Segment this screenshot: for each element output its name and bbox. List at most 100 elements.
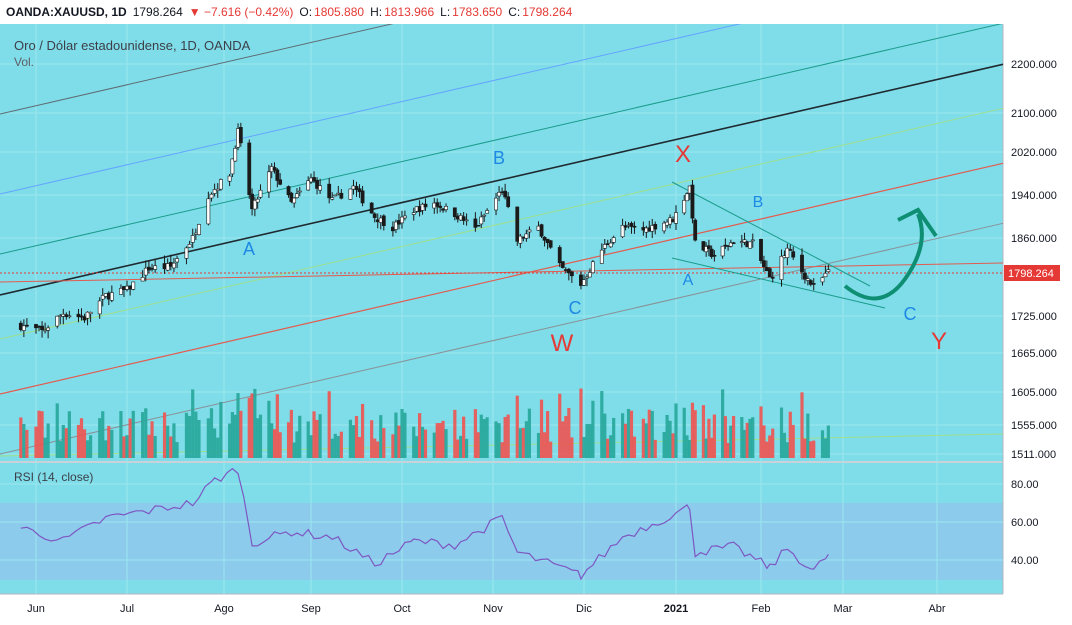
- candle-body: [808, 280, 813, 285]
- candle-body: [791, 251, 796, 258]
- candle-body: [58, 315, 63, 317]
- candle-body: [435, 202, 440, 207]
- candle-body: [318, 185, 323, 191]
- open-value: 1805.880: [314, 5, 365, 19]
- candle-body: [233, 148, 238, 162]
- price-axis[interactable]: [1003, 24, 1072, 594]
- candle-body: [579, 274, 583, 286]
- volume-bar: [397, 425, 401, 458]
- candle-body: [585, 276, 589, 279]
- volume-bar: [98, 418, 102, 458]
- volume-bar: [85, 440, 90, 458]
- candle-body: [629, 222, 634, 227]
- volume-bar: [462, 416, 466, 458]
- volume-bar: [267, 400, 271, 458]
- volume-bar: [435, 423, 439, 458]
- volume-bar: [101, 411, 105, 458]
- candle-body: [315, 179, 319, 189]
- candle-body: [704, 246, 709, 253]
- candles: [18, 122, 831, 339]
- price-tick: 2100.000: [1011, 108, 1057, 120]
- candle-body: [348, 188, 353, 200]
- candle-body: [748, 241, 752, 249]
- volume-bar: [119, 411, 123, 458]
- price-chart[interactable]: Oro / Dólar estadounidense, 1D, OANDA Vo…: [0, 24, 1072, 625]
- time-axis[interactable]: [0, 594, 1072, 625]
- volume-bar: [79, 418, 84, 458]
- volume-bar: [564, 416, 568, 458]
- candle-body: [67, 315, 72, 318]
- candle-body: [476, 224, 481, 227]
- candle-body: [674, 212, 678, 224]
- candle-body: [720, 245, 725, 257]
- volume-bar: [131, 410, 135, 458]
- candle-body: [438, 205, 443, 208]
- volume-bar: [693, 410, 697, 458]
- rsi-tick: 60.00: [1011, 517, 1039, 529]
- volume-bar: [671, 433, 675, 458]
- volume-bar: [521, 427, 525, 458]
- volume-label: Vol.: [14, 55, 34, 69]
- volume-bar: [144, 408, 148, 458]
- price-tick: 2200.000: [1011, 59, 1057, 71]
- volume-bar: [400, 409, 404, 458]
- candle-body: [18, 322, 23, 330]
- channel-line: [0, 24, 1003, 255]
- candle-body: [742, 239, 747, 243]
- time-tick: Nov: [483, 603, 503, 615]
- candle-body: [339, 192, 344, 199]
- candle-body: [411, 212, 416, 215]
- volume-bar: [239, 410, 243, 458]
- volume-bar: [803, 438, 807, 458]
- channel-line: [0, 63, 1004, 296]
- candle-body: [701, 241, 706, 251]
- rsi-tick: 80.00: [1011, 479, 1039, 491]
- candle-body: [515, 206, 520, 242]
- candle-body: [770, 276, 775, 279]
- candle-body: [566, 268, 571, 274]
- volume-bar: [570, 437, 574, 458]
- projection-arrow: [843, 213, 924, 301]
- volume-bar: [379, 415, 383, 458]
- volume-bar: [476, 432, 480, 458]
- volume-bar: [704, 438, 708, 458]
- candle-body: [82, 316, 87, 321]
- close-label: C:: [508, 5, 521, 19]
- time-tick: Feb: [752, 603, 771, 615]
- volume-bar: [524, 421, 528, 458]
- low-value: 1783.650: [452, 5, 503, 19]
- candle-body: [360, 190, 365, 204]
- candle-body: [464, 219, 469, 222]
- volume-bar: [503, 416, 507, 458]
- candle-body: [369, 202, 374, 214]
- volume-bar: [726, 442, 730, 458]
- volume-bar: [327, 391, 331, 458]
- candle-body: [275, 169, 280, 181]
- candle-body: [762, 260, 766, 267]
- volume-bar: [707, 418, 711, 458]
- candle-body: [690, 184, 695, 219]
- volume-bar: [771, 428, 775, 458]
- volume-bar: [306, 421, 310, 458]
- candle-body: [252, 199, 257, 210]
- price-tick: 1605.000: [1011, 387, 1057, 399]
- volume-bar: [403, 412, 407, 458]
- candle-body: [623, 225, 628, 228]
- volume-bar: [682, 407, 686, 458]
- volume-bar: [444, 429, 448, 458]
- candle-body: [820, 277, 825, 283]
- volume-bar: [34, 426, 38, 458]
- candle-body: [482, 214, 487, 217]
- channel-line: [0, 24, 742, 195]
- candle-body: [823, 272, 828, 278]
- candle-body: [193, 232, 198, 235]
- candle-body: [767, 268, 772, 278]
- wave-label-b2: B: [753, 194, 764, 211]
- main-pane[interactable]: [0, 24, 1003, 461]
- candle-body: [788, 249, 793, 251]
- candle-body: [168, 262, 173, 267]
- volume-bar: [162, 412, 167, 458]
- candle-body: [61, 313, 66, 317]
- volume-bar: [122, 436, 126, 458]
- time-tick: 2021: [664, 603, 688, 615]
